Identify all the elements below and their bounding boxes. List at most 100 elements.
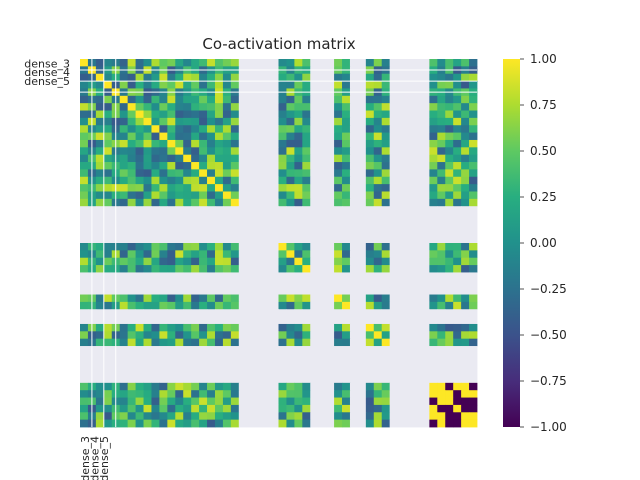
heatmap-cell [310, 338, 319, 347]
heatmap-cell [254, 390, 264, 398]
heatmap-cell [191, 419, 200, 428]
heatmap-cell [135, 404, 144, 413]
colorbar-tick-label: 0.00 [530, 236, 557, 250]
colorbar-tick-label: 1.00 [530, 52, 557, 66]
heatmap-cell [413, 412, 422, 421]
heatmap-cell [80, 184, 89, 192]
heatmap-cell [222, 176, 232, 185]
heatmap-cell [286, 59, 295, 67]
heatmap-cell [413, 191, 422, 200]
heatmap-cell [175, 419, 184, 428]
heatmap-cell [349, 265, 359, 273]
heatmap-cell [254, 316, 264, 325]
heatmap-cell [365, 81, 375, 89]
heatmap-cell [302, 338, 311, 347]
heatmap-cell [318, 353, 327, 362]
heatmap-cell [429, 353, 438, 362]
heatmap-cell [453, 338, 462, 347]
heatmap-cell [357, 117, 367, 126]
heatmap-cell [262, 346, 271, 354]
heatmap-cell [342, 279, 351, 288]
heatmap-cell [326, 412, 335, 421]
heatmap-cell [326, 360, 335, 369]
heatmap-cell [119, 323, 129, 332]
heatmap-cell [334, 309, 343, 317]
heatmap-cell [413, 250, 422, 259]
heatmap-cell [246, 73, 256, 82]
heatmap-cell [286, 198, 295, 207]
heatmap-cell [469, 382, 478, 391]
heatmap-cell [405, 147, 414, 156]
heatmap-cell [421, 117, 430, 126]
heatmap-cell [119, 309, 129, 317]
heatmap-cell [389, 73, 398, 82]
heatmap-cell [318, 117, 327, 126]
heatmap-cell [326, 382, 335, 391]
heatmap-cell [167, 309, 176, 317]
heatmap-cell [103, 250, 113, 259]
heatmap-cell [119, 162, 129, 170]
heatmap-cell [413, 331, 422, 340]
heatmap-cell [326, 213, 335, 222]
heatmap-cell [381, 139, 391, 148]
heatmap-cell [159, 162, 168, 170]
heatmap-cell [469, 316, 478, 325]
heatmap-cell [207, 235, 216, 244]
heatmap-cell [326, 368, 335, 376]
heatmap-cell [365, 198, 375, 207]
heatmap-cell [357, 139, 367, 148]
heatmap-cell [207, 243, 216, 251]
heatmap-cell [373, 220, 383, 229]
heatmap-cell [421, 346, 430, 354]
heatmap-cell [294, 301, 303, 310]
heatmap-cell [199, 184, 208, 192]
heatmap-cell [445, 139, 454, 148]
heatmap-cell [191, 220, 200, 229]
heatmap-cell [191, 206, 200, 214]
heatmap-cell [318, 301, 327, 310]
heatmap-cell [222, 191, 232, 200]
heatmap-cell [175, 73, 184, 82]
heatmap-cell [80, 257, 89, 266]
heatmap-cell [334, 360, 343, 369]
heatmap-cell [397, 353, 406, 362]
heatmap-cell [119, 301, 129, 310]
heatmap-cell [413, 419, 422, 428]
heatmap-cell [365, 147, 375, 156]
heatmap-cell [119, 198, 129, 207]
heatmap-cell [397, 125, 406, 133]
heatmap-cell [405, 228, 414, 237]
heatmap-cell [191, 390, 200, 398]
heatmap-cell [167, 346, 176, 354]
heatmap-cell [238, 191, 248, 200]
heatmap-cell [167, 213, 176, 222]
heatmap-cell [389, 419, 398, 428]
heatmap-cell [246, 206, 256, 214]
heatmap-cell [421, 103, 430, 111]
heatmap-cell [159, 331, 168, 340]
heatmap-cell [278, 95, 287, 104]
heatmap-cell [183, 176, 192, 185]
heatmap-cell [80, 279, 89, 288]
heatmap-cell [310, 419, 319, 428]
heatmap-cell [349, 346, 359, 354]
heatmap-cell [429, 360, 438, 369]
heatmap-cell [191, 404, 200, 413]
heatmap-cell [199, 294, 208, 303]
heatmap-cell [461, 368, 470, 376]
heatmap-cell [199, 265, 208, 273]
heatmap-cell [294, 279, 303, 288]
heatmap-cell [191, 154, 200, 163]
heatmap-cell [453, 272, 462, 281]
heatmap-cell [103, 265, 113, 273]
heatmap-cell [318, 382, 327, 391]
heatmap-cell [214, 73, 224, 82]
heatmap-cell [413, 154, 422, 163]
heatmap-cell [365, 272, 375, 281]
heatmap-cell [159, 147, 168, 156]
heatmap-cell [349, 419, 359, 428]
heatmap-cell [461, 287, 470, 295]
heatmap-cell [469, 250, 478, 259]
heatmap-cell [278, 162, 287, 170]
heatmap-cell [143, 147, 152, 156]
